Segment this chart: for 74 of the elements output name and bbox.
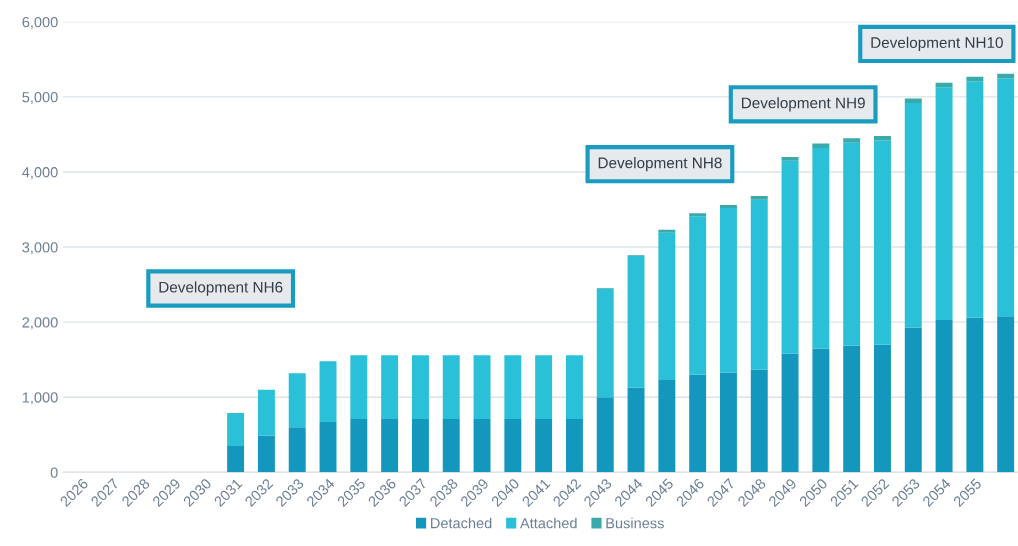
bar (935, 87, 953, 320)
bar (750, 196, 768, 200)
bar (874, 344, 891, 473)
bar (843, 142, 861, 346)
y-tick-label: 6,000 (22, 16, 58, 29)
bar (504, 418, 522, 473)
bar (227, 412, 245, 447)
bar (689, 216, 707, 375)
annotation: Development NH8 (598, 157, 722, 172)
bar (257, 389, 275, 436)
bar (966, 81, 984, 318)
bar (288, 373, 306, 428)
bar (381, 418, 399, 473)
bar (935, 319, 953, 473)
bar (874, 140, 891, 345)
bar (381, 355, 399, 419)
bar (750, 199, 768, 370)
bar (812, 348, 830, 473)
bar (719, 205, 737, 209)
bar (319, 421, 337, 473)
bar (627, 256, 645, 388)
bar (904, 102, 922, 328)
bar (966, 317, 984, 473)
bar (689, 374, 707, 473)
y-tick-label: 4,000 (22, 167, 58, 180)
annotation: Development NH10 (871, 36, 1003, 52)
bar (442, 355, 460, 419)
bar (442, 418, 460, 473)
bar (596, 289, 614, 398)
y-tick-label: 2,000 (22, 317, 58, 330)
bar (596, 397, 614, 473)
bar (812, 147, 830, 349)
bar (350, 418, 368, 473)
bar (997, 78, 1015, 317)
bar (257, 435, 275, 473)
bar (689, 213, 707, 217)
bar (781, 353, 799, 473)
bar (504, 355, 522, 419)
bar (843, 345, 861, 473)
bar (473, 418, 491, 473)
bar (565, 418, 583, 473)
bar (319, 361, 337, 422)
y-tick-label: 3,000 (22, 242, 58, 255)
y-tick-label: 0 (50, 467, 58, 478)
bar (658, 229, 676, 233)
annotation: Development NH6 (159, 281, 283, 296)
annotation: Development NH9 (741, 97, 865, 112)
bar (904, 327, 922, 473)
bar (411, 355, 429, 419)
bar (658, 232, 676, 380)
legend-label: Detached (431, 517, 492, 529)
bar (288, 427, 306, 473)
bar (350, 355, 368, 419)
bar (781, 156, 799, 161)
bar (658, 379, 676, 473)
bar (750, 369, 768, 473)
bar (411, 418, 429, 473)
bar (719, 208, 737, 373)
legend-label: Business (606, 517, 664, 529)
bar (627, 387, 645, 473)
y-tick-label: 5,000 (22, 92, 58, 105)
bar (719, 372, 737, 473)
bar (843, 138, 861, 143)
legend-label: Attached (520, 517, 577, 529)
bar (812, 143, 830, 148)
y-tick-label: 1,000 (22, 392, 58, 405)
bar (473, 355, 491, 419)
bar (227, 446, 245, 473)
bar (997, 316, 1015, 473)
bar (535, 418, 553, 473)
bar (781, 160, 799, 354)
bar (535, 355, 553, 419)
bar (565, 355, 583, 419)
bar (904, 98, 922, 103)
